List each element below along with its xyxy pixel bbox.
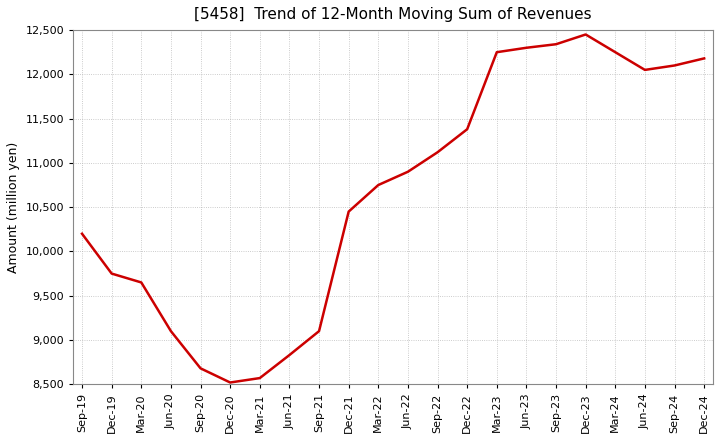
Title: [5458]  Trend of 12-Month Moving Sum of Revenues: [5458] Trend of 12-Month Moving Sum of R… <box>194 7 592 22</box>
Y-axis label: Amount (million yen): Amount (million yen) <box>7 142 20 273</box>
